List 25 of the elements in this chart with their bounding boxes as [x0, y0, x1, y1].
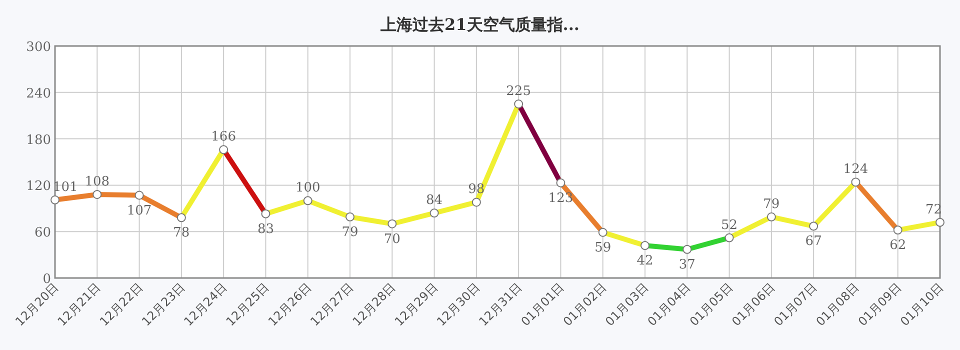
y-tick-label: 240 [26, 86, 51, 102]
data-label: 108 [84, 174, 110, 190]
y-tick-label: 300 [26, 40, 51, 55]
y-tick-label: 60 [34, 226, 51, 241]
y-tick-label: 120 [26, 179, 51, 194]
data-label: 84 [426, 193, 443, 208]
data-label: 59 [594, 240, 612, 256]
data-label: 123 [548, 190, 574, 206]
data-label: 52 [721, 218, 738, 233]
data-label: 166 [211, 130, 236, 145]
data-label: 107 [126, 203, 152, 218]
data-label: 37 [678, 257, 696, 272]
data-label: 62 [890, 238, 906, 254]
data-label: 100 [295, 180, 320, 196]
data-label: 78 [173, 226, 190, 241]
y-tick-label: 180 [26, 132, 51, 148]
data-label: 83 [257, 222, 274, 237]
data-label: 42 [636, 254, 654, 269]
data-label: 79 [763, 196, 780, 212]
data-label: 225 [506, 84, 531, 99]
data-label: 124 [843, 162, 868, 178]
data-label: 79 [342, 224, 358, 240]
data-label: 67 [805, 234, 822, 250]
title: 上海过去21天空气质量指... [380, 15, 580, 34]
data-label: 70 [384, 232, 400, 247]
